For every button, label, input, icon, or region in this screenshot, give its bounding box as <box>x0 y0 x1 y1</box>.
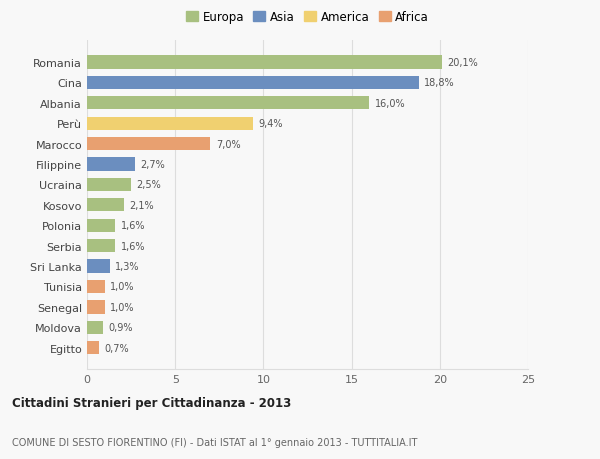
Bar <box>87 301 104 314</box>
Text: 20,1%: 20,1% <box>447 58 478 68</box>
Text: 1,6%: 1,6% <box>121 241 145 251</box>
Bar <box>87 179 131 192</box>
Bar <box>87 341 100 354</box>
Bar <box>87 77 419 90</box>
Text: 2,5%: 2,5% <box>136 180 161 190</box>
Text: Cittadini Stranieri per Cittadinanza - 2013: Cittadini Stranieri per Cittadinanza - 2… <box>12 396 291 409</box>
Text: 18,8%: 18,8% <box>424 78 455 88</box>
Bar <box>87 118 253 130</box>
Text: 1,0%: 1,0% <box>110 302 134 312</box>
Bar <box>87 199 124 212</box>
Bar <box>87 158 134 171</box>
Text: 7,0%: 7,0% <box>216 140 241 149</box>
Bar <box>87 219 115 232</box>
Text: 16,0%: 16,0% <box>374 99 405 109</box>
Legend: Europa, Asia, America, Africa: Europa, Asia, America, Africa <box>186 11 429 24</box>
Text: 1,0%: 1,0% <box>110 282 134 292</box>
Text: 2,1%: 2,1% <box>130 201 154 210</box>
Text: 0,7%: 0,7% <box>104 343 129 353</box>
Text: 1,6%: 1,6% <box>121 221 145 231</box>
Bar <box>87 260 110 273</box>
Text: 0,9%: 0,9% <box>108 323 133 333</box>
Bar <box>87 240 115 253</box>
Bar <box>87 138 211 151</box>
Text: 1,3%: 1,3% <box>115 262 140 271</box>
Bar <box>87 97 369 110</box>
Bar <box>87 321 103 334</box>
Text: 9,4%: 9,4% <box>258 119 283 129</box>
Bar <box>87 280 104 293</box>
Text: 2,7%: 2,7% <box>140 160 164 170</box>
Bar <box>87 56 442 69</box>
Text: COMUNE DI SESTO FIORENTINO (FI) - Dati ISTAT al 1° gennaio 2013 - TUTTITALIA.IT: COMUNE DI SESTO FIORENTINO (FI) - Dati I… <box>12 437 418 447</box>
